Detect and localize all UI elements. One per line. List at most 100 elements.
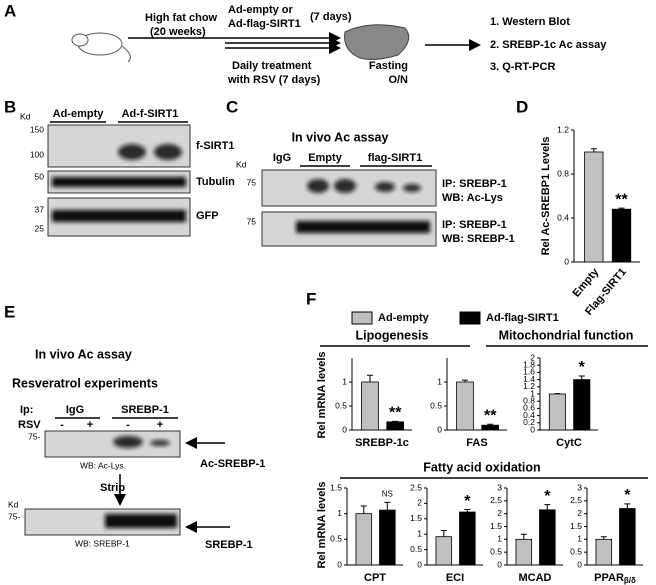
x-axis-label-text: PPAR xyxy=(594,572,624,584)
blot-label: IP: SREBP-1 xyxy=(442,178,507,190)
panel-title: In vivo Ac assay xyxy=(35,347,132,361)
annotation: NS xyxy=(382,489,393,498)
x-axis-label-text: CytC xyxy=(556,437,582,449)
y-tick-label: 2 xyxy=(577,508,582,518)
bar xyxy=(459,511,476,566)
bar xyxy=(481,424,499,431)
ip-label: Ip: xyxy=(20,404,33,416)
x-axis-label-text: FAS xyxy=(466,437,487,449)
kd-label: Kd xyxy=(236,159,247,169)
marker-label: 37 xyxy=(35,204,45,214)
x-axis-label: MCAD xyxy=(519,572,552,584)
panel-f: Ad-empty Ad-flag-SIRT1 Lipogenesis Mitoc… xyxy=(316,311,648,569)
panel-b: Kd Ad-empty Ad-f-SIRT1 150 100 50 37 25 … xyxy=(20,108,235,237)
y-tick-label: 1 xyxy=(417,528,422,538)
bar xyxy=(386,421,404,431)
fasting-text: O/N xyxy=(388,74,408,86)
error-bar xyxy=(367,374,373,382)
y-tick-label: 1.2 xyxy=(557,124,569,134)
error-bar xyxy=(578,375,585,380)
marker-label: 75- xyxy=(28,431,40,441)
panel-labels: A B C D E F xyxy=(4,1,528,321)
x-axis-label-sub: β/δ xyxy=(624,576,636,585)
panel-e: In vivo Ac assay Resveratrol experiments… xyxy=(8,347,265,551)
sign: + xyxy=(157,419,163,431)
marker-label: 25 xyxy=(35,223,45,233)
y-tick-label: 2 xyxy=(497,508,502,518)
y-tick-label: 0 xyxy=(417,559,422,569)
error-bar xyxy=(618,207,625,210)
band xyxy=(375,182,395,192)
error-bar xyxy=(624,503,631,509)
y-axis-label: Rel mRNA levels xyxy=(316,481,328,568)
blot-label: f-SIRT1 xyxy=(196,140,235,152)
y-tick-label: 0 xyxy=(342,424,347,434)
y-tick-label: 1 xyxy=(497,534,502,544)
band-label: SREBP-1 xyxy=(205,539,253,551)
y-tick-label: 1.4 xyxy=(523,374,535,384)
y-tick-label: 1 xyxy=(530,388,535,398)
y-tick-label: 0 xyxy=(577,559,582,569)
band xyxy=(150,440,170,446)
treatment-text: (7 days) xyxy=(310,11,352,23)
y-tick-label: 1.8 xyxy=(523,359,535,369)
legend-swatch xyxy=(459,311,481,325)
annotation: ** xyxy=(484,407,497,424)
x-axis-label: CytC xyxy=(556,437,582,449)
treatment-text: Ad-flag-SIRT1 xyxy=(228,18,301,30)
marker-label: 50 xyxy=(35,171,45,181)
error-bar xyxy=(487,423,494,426)
band xyxy=(334,179,356,193)
marker-label: 150 xyxy=(30,124,44,134)
panel-label: B xyxy=(4,97,16,116)
x-axis-label-text: SREBP-1c xyxy=(355,437,409,449)
band xyxy=(118,144,146,160)
band xyxy=(154,144,182,160)
panel-label: D xyxy=(516,97,528,116)
y-tick-label: 0.5 xyxy=(430,400,442,410)
marker-label: 75- xyxy=(8,511,20,521)
y-tick-label: 0 xyxy=(530,424,535,434)
y-tick-label: 0.4 xyxy=(523,410,535,420)
band xyxy=(105,514,177,528)
y-tick-label: 0 xyxy=(564,256,569,266)
sign: - xyxy=(60,419,64,431)
bar xyxy=(548,393,566,431)
blot-label: WB: Ac-Lys xyxy=(442,192,503,204)
treatment-text: with RSV (7 days) xyxy=(227,74,321,86)
bar xyxy=(379,509,396,566)
bar xyxy=(539,509,556,566)
bar xyxy=(435,536,453,566)
y-tick-label: 2.5 xyxy=(570,495,582,505)
annotation: * xyxy=(544,488,551,505)
marker-label: 75 xyxy=(247,177,257,187)
error-bar xyxy=(544,504,551,510)
y-tick-label: 1 xyxy=(577,534,582,544)
y-tick-label: 2 xyxy=(417,498,422,508)
bar-chart: 0 0.5 1 1.5 2 2.5 3 * MCAD xyxy=(490,482,563,584)
y-axis-label: Rel mRNA levels xyxy=(316,351,328,438)
y-tick-label: 0.5 xyxy=(335,400,347,410)
bar-chart: 0 0.5 1 ** SREBP-1c xyxy=(335,358,412,449)
bar-chart: 0 0.5 1 1.5 2 2.5 * ECI xyxy=(410,482,483,584)
legend-swatch xyxy=(351,311,373,325)
bar-chart: 00.20.40.60.811.21.41.61.82 * CytC xyxy=(523,352,598,449)
y-tick-label: 0 xyxy=(337,559,342,569)
x-axis-label: FAS xyxy=(466,437,487,449)
blot-label: WB: Ac-Lys xyxy=(80,460,124,470)
y-tick-label: 0.2 xyxy=(523,417,535,427)
x-axis-label: ECI xyxy=(446,572,464,584)
legend-label: Ad-flag-SIRT1 xyxy=(486,312,559,324)
treatment-text: Daily treatment xyxy=(232,60,312,72)
liver-icon xyxy=(344,24,410,60)
group-label: Empty xyxy=(308,152,343,164)
x-axis-label-text: MCAD xyxy=(519,572,552,584)
treatment-text: High fat chow xyxy=(145,12,218,24)
panel-c: In vivo Ac assay Kd IgG Empty flag-SIRT1… xyxy=(236,130,515,247)
panel-title: In vivo Ac assay xyxy=(292,130,389,144)
blot-label: IP: SREBP-1 xyxy=(442,219,507,231)
panel-a: High fat chow (20 weeks) Ad-empty or Ad-… xyxy=(71,4,607,86)
y-tick-label: 0.4 xyxy=(557,212,569,222)
bar xyxy=(611,208,632,263)
